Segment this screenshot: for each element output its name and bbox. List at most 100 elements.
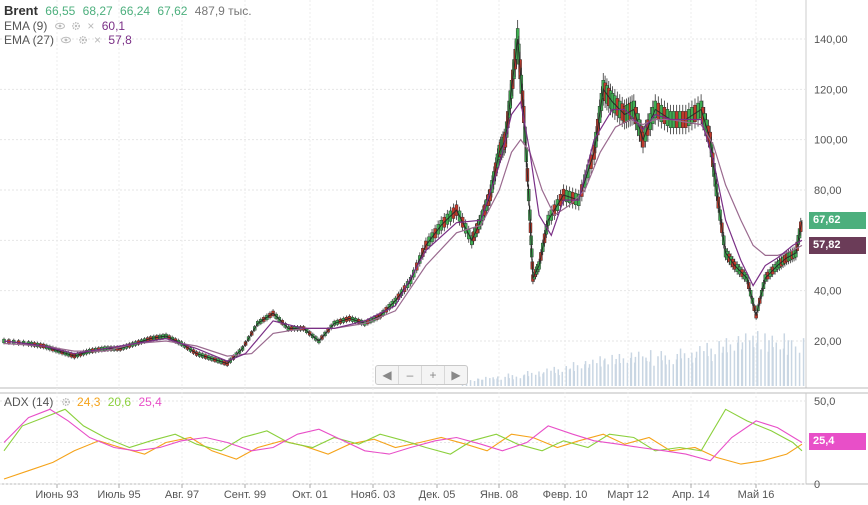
volume-bar xyxy=(672,364,675,386)
volume-bar xyxy=(580,368,583,386)
volume-bar xyxy=(576,365,579,386)
volume-bar xyxy=(725,338,728,386)
indicator-adx: ADX (14) 24,3 20,6 25,4 xyxy=(4,395,166,409)
volume-bar xyxy=(599,356,601,386)
volume-bar xyxy=(611,354,613,386)
volume-bar xyxy=(603,360,605,386)
volume-bar xyxy=(633,362,636,386)
gear-icon[interactable] xyxy=(71,21,81,31)
volume-bar xyxy=(752,335,754,386)
volume-bar xyxy=(561,371,564,386)
volume-bar xyxy=(626,362,629,386)
indicator-ema-slow: EMA (27) × 57,8 xyxy=(4,33,136,47)
volume-bar xyxy=(668,359,671,386)
volume-bar xyxy=(550,370,552,386)
gear-icon[interactable] xyxy=(61,397,71,407)
zoom-in-button[interactable]: + xyxy=(422,366,445,384)
x-tick-label: Сент. 99 xyxy=(224,489,266,501)
volume-bar xyxy=(798,352,801,386)
open-value: 66,55 xyxy=(45,4,76,18)
adx-value-3: 25,4 xyxy=(138,395,162,409)
close-icon[interactable]: × xyxy=(87,19,95,33)
volume-bar xyxy=(714,354,716,386)
volume-bar xyxy=(496,378,498,386)
volume-bar xyxy=(764,333,766,386)
volume-bar xyxy=(622,358,625,386)
volume-bar xyxy=(736,342,739,386)
volume-bar xyxy=(557,369,560,386)
low-value: 66,24 xyxy=(120,4,151,18)
x-tick-label: Янв. 08 xyxy=(480,489,518,501)
volume-bar xyxy=(710,348,712,386)
ema-slow-value: 57,8 xyxy=(108,33,132,47)
volume-bars xyxy=(461,331,805,386)
volume-bar xyxy=(683,353,686,386)
x-tick-label: Окт. 01 xyxy=(292,489,328,501)
volume-bar xyxy=(721,352,724,386)
volume-bar xyxy=(675,359,678,386)
eye-icon[interactable] xyxy=(61,35,72,45)
volume-value: 487,9 тыс. xyxy=(194,4,252,18)
x-tick-label: Авг. 97 xyxy=(165,489,199,501)
volume-bar xyxy=(767,351,770,386)
close-icon[interactable]: × xyxy=(94,33,102,47)
ema-fast-label: EMA (9) xyxy=(4,19,48,33)
volume-bar xyxy=(775,342,778,386)
volume-bar xyxy=(519,378,522,386)
volume-bar xyxy=(802,338,805,386)
volume-bar xyxy=(794,346,797,386)
adx-series xyxy=(3,408,803,480)
volume-bar xyxy=(637,351,640,386)
volume-bar xyxy=(526,371,529,386)
grid xyxy=(0,0,868,485)
high-value: 68,27 xyxy=(82,4,113,18)
x-tick-label: Дек. 05 xyxy=(419,489,456,501)
adx-tick-label: 50,0 xyxy=(814,396,835,408)
volume-bar xyxy=(489,378,491,386)
indicator-ema-fast: EMA (9) × 60,1 xyxy=(4,19,129,33)
volume-bar xyxy=(687,357,690,386)
volume-bar xyxy=(469,380,472,386)
eye-icon[interactable] xyxy=(54,21,65,31)
volume-bar xyxy=(748,340,751,386)
adx-line-2 xyxy=(3,408,803,455)
volume-bar xyxy=(779,349,782,386)
volume-bar xyxy=(699,346,701,386)
volume-bar xyxy=(522,375,525,386)
scroll-left-button[interactable]: ◀ xyxy=(376,366,399,384)
volume-bar xyxy=(492,377,494,386)
volume-bar xyxy=(588,367,590,386)
volume-bar xyxy=(596,363,598,386)
x-tick-label: Июль 95 xyxy=(97,489,140,501)
price-header: Brent 66,55 68,27 66,24 67,62 487,9 тыс. xyxy=(4,3,256,18)
x-tick-label: Апр. 14 xyxy=(672,489,710,501)
volume-bar xyxy=(572,362,575,386)
volume-bar xyxy=(695,357,697,386)
volume-bar xyxy=(744,333,747,386)
volume-bar xyxy=(538,371,540,386)
x-tick-label: Февр. 10 xyxy=(543,489,588,501)
volume-bar xyxy=(786,354,789,386)
volume-bar xyxy=(649,361,651,386)
volume-bar xyxy=(706,342,708,386)
zoom-out-button[interactable]: – xyxy=(399,366,422,384)
ema-slow-label: EMA (27) xyxy=(4,33,55,47)
price-tick-label: 100,00 xyxy=(814,135,848,147)
gear-icon[interactable] xyxy=(78,35,88,45)
volume-bar xyxy=(485,376,487,386)
volume-bar xyxy=(546,368,548,386)
volume-bar xyxy=(641,356,644,386)
x-tick-label: Май 16 xyxy=(738,489,775,501)
volume-bar xyxy=(565,366,568,386)
price-line xyxy=(3,38,803,365)
scroll-right-button[interactable]: ▶ xyxy=(451,368,461,382)
adx-line-3 xyxy=(3,408,803,462)
volume-bar xyxy=(473,381,476,386)
volume-bar xyxy=(618,353,621,386)
volume-bar xyxy=(568,369,571,386)
symbol-name: Brent xyxy=(4,3,38,18)
close-value: 67,62 xyxy=(157,4,188,18)
volume-bar xyxy=(718,341,720,386)
volume-bar xyxy=(756,342,758,386)
volume-bar xyxy=(703,351,705,386)
